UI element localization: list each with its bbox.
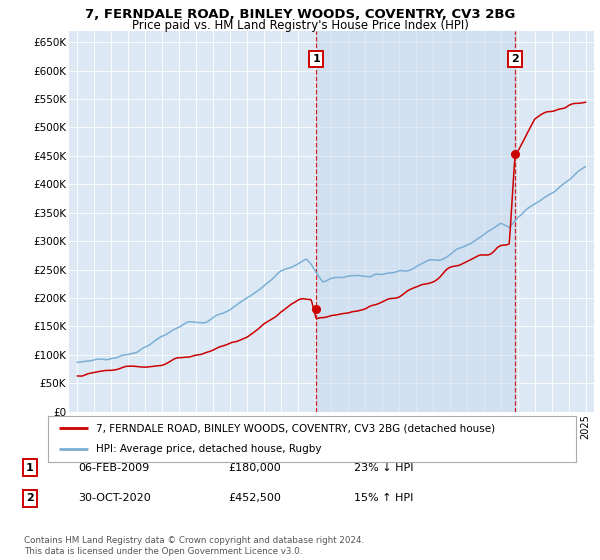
Text: £452,500: £452,500 [228,493,281,503]
Text: 7, FERNDALE ROAD, BINLEY WOODS, COVENTRY, CV3 2BG: 7, FERNDALE ROAD, BINLEY WOODS, COVENTRY… [85,8,515,21]
Text: 2: 2 [511,54,519,64]
Text: 7, FERNDALE ROAD, BINLEY WOODS, COVENTRY, CV3 2BG (detached house): 7, FERNDALE ROAD, BINLEY WOODS, COVENTRY… [95,423,494,433]
Text: 23% ↓ HPI: 23% ↓ HPI [354,463,413,473]
Text: 2: 2 [26,493,34,503]
Text: 1: 1 [26,463,34,473]
Text: HPI: Average price, detached house, Rugby: HPI: Average price, detached house, Rugb… [95,444,321,454]
Text: £180,000: £180,000 [228,463,281,473]
Text: Price paid vs. HM Land Registry's House Price Index (HPI): Price paid vs. HM Land Registry's House … [131,19,469,32]
Text: 30-OCT-2020: 30-OCT-2020 [78,493,151,503]
Text: 15% ↑ HPI: 15% ↑ HPI [354,493,413,503]
Text: Contains HM Land Registry data © Crown copyright and database right 2024.
This d: Contains HM Land Registry data © Crown c… [24,536,364,556]
Bar [316,31,515,412]
Text: 1: 1 [313,54,320,64]
Text: 06-FEB-2009: 06-FEB-2009 [78,463,149,473]
